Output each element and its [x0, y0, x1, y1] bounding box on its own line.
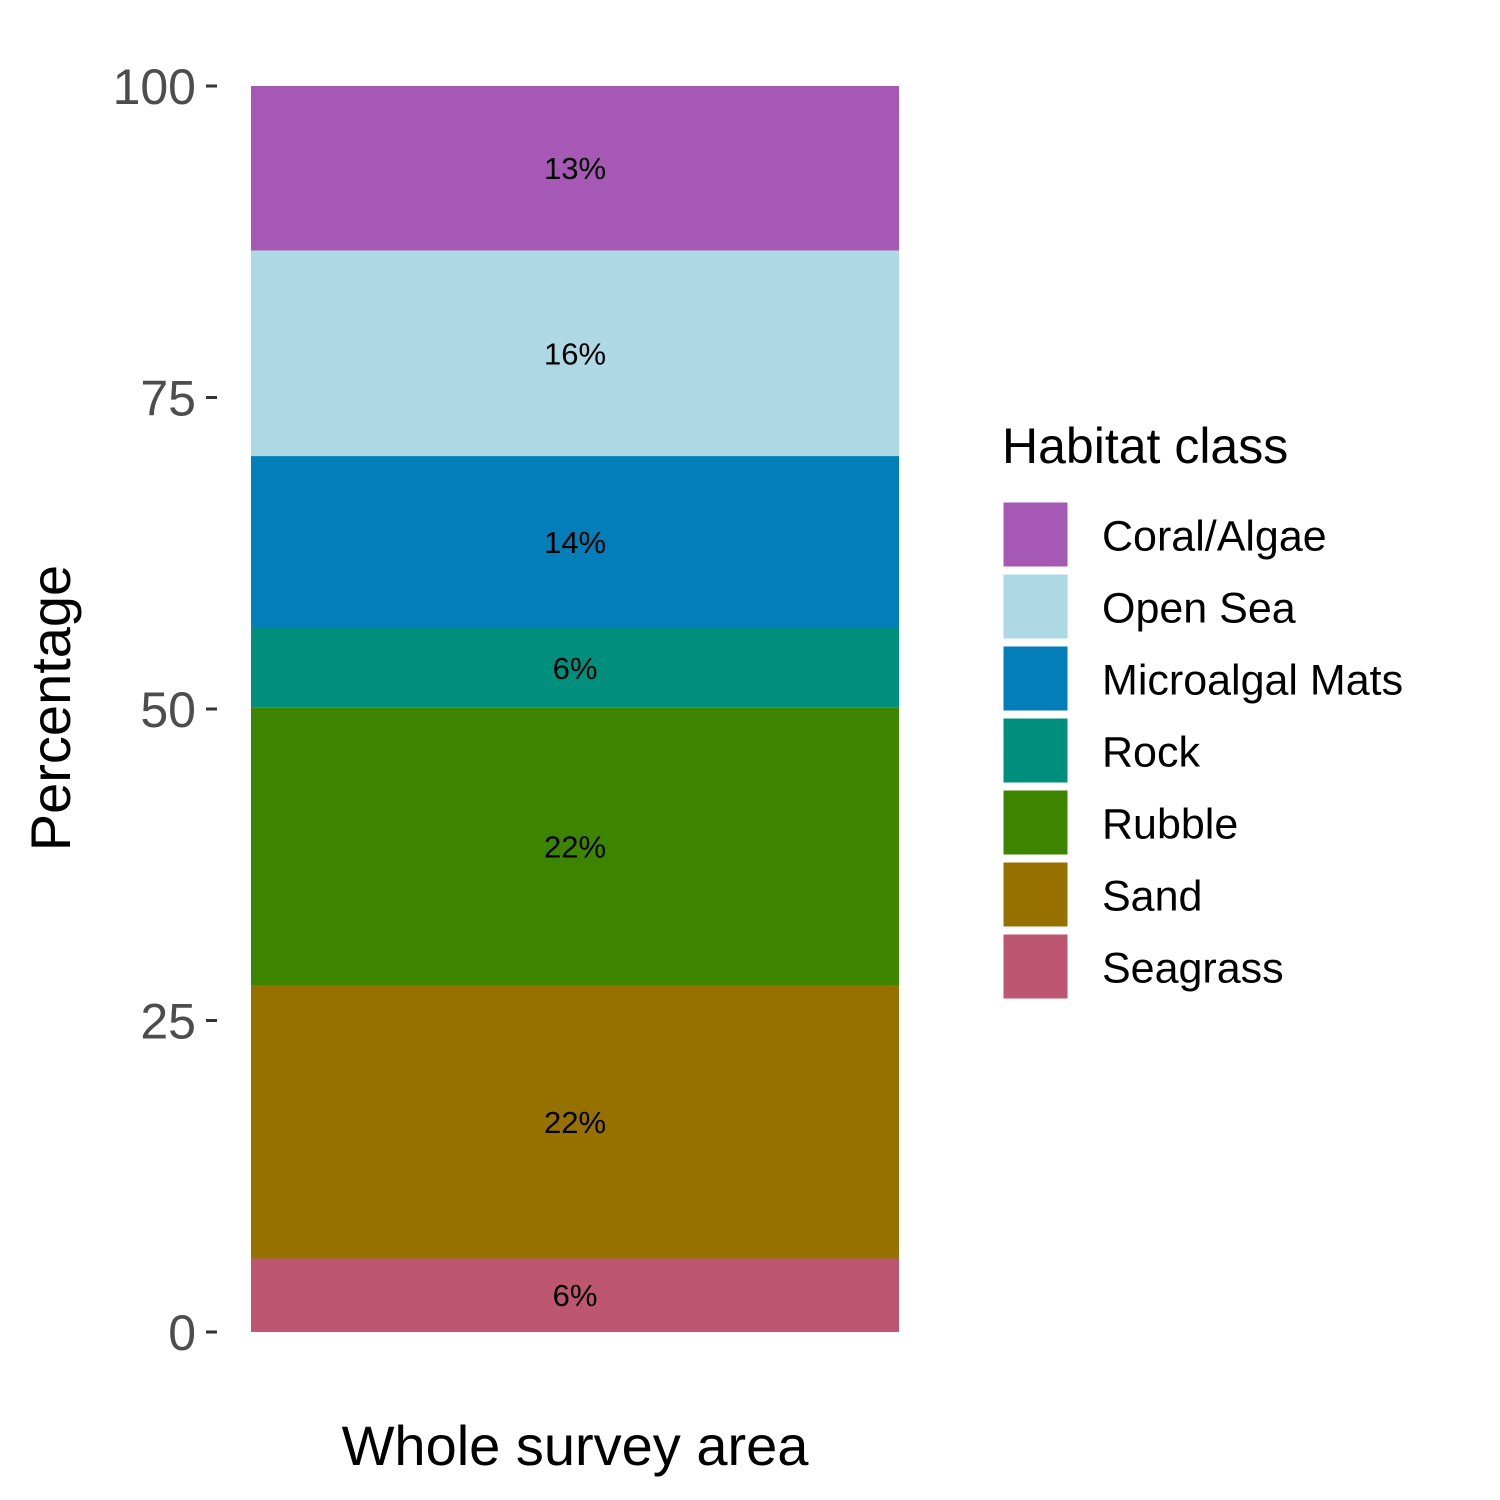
legend-label: Sand — [1102, 873, 1202, 921]
segment-value-label: 6% — [553, 651, 598, 686]
y-tick-label: 75 — [140, 371, 196, 427]
y-tick-label: 25 — [140, 994, 196, 1050]
segment-value-label: 22% — [544, 1105, 606, 1140]
legend-items: Coral/Algae Open Sea Microalgal Mats Rock Ru… — [1000, 499, 1403, 1002]
legend-key — [1000, 715, 1071, 786]
legend-label: Microalgal Mats — [1102, 657, 1403, 705]
legend-label: Coral/Algae — [1102, 513, 1327, 561]
y-axis-title: Percentage — [19, 565, 82, 851]
segment-value-label: 16% — [544, 336, 606, 371]
segment-value-label: 14% — [544, 525, 606, 560]
legend-label: Seagrass — [1102, 945, 1284, 993]
legend-title: Habitat class — [1002, 418, 1288, 474]
bar-segment — [251, 456, 899, 629]
bar-segment — [251, 86, 899, 251]
y-tick-label: 50 — [140, 682, 196, 738]
bar-segments — [251, 86, 899, 1332]
segment-value-label: 6% — [553, 1278, 598, 1313]
bar-segment — [251, 985, 899, 1259]
legend-key — [1000, 499, 1071, 570]
y-tick-label: 0 — [168, 1305, 196, 1361]
y-axis: 0 25 50 75 100 — [113, 59, 217, 1361]
legend-key — [1000, 787, 1071, 858]
legend-key — [1000, 931, 1071, 1002]
segment-labels: 6% 22% 22% 6% 14% 16% 13% — [544, 151, 606, 1313]
segment-value-label: 22% — [544, 830, 606, 865]
segment-value-label: 13% — [544, 151, 606, 186]
legend-key — [1000, 643, 1071, 714]
bar-segment — [251, 628, 899, 708]
bar-segment — [251, 250, 899, 457]
x-axis-category-label: Whole survey area — [342, 1414, 810, 1477]
legend-label: Rubble — [1102, 801, 1238, 849]
legend-label: Open Sea — [1102, 585, 1296, 633]
bar-segment — [251, 1258, 899, 1332]
legend-key — [1000, 571, 1071, 642]
legend: Habitat class Coral/Algae Open Sea Microal… — [1000, 418, 1403, 1002]
y-tick-label: 100 — [113, 59, 196, 115]
bar-segment — [251, 707, 899, 986]
legend-label: Rock — [1102, 729, 1200, 777]
legend-key — [1000, 859, 1071, 930]
